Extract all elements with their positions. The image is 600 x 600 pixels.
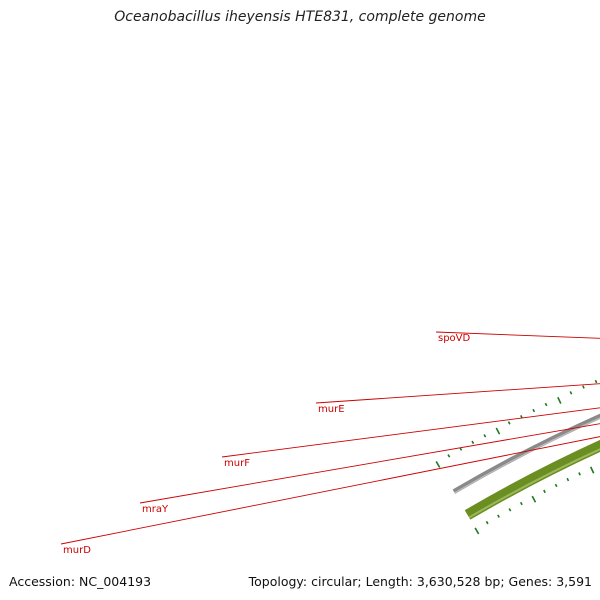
minor-tick	[508, 508, 512, 512]
accession-text: Accession: NC_004193	[9, 574, 152, 589]
major-tick	[474, 527, 480, 535]
gene-label-mraY: mraY	[142, 504, 169, 515]
outer-minor-tick	[483, 434, 487, 438]
gene-label-murF: murF	[224, 458, 250, 469]
backbone-arc	[452, 413, 600, 494]
genome-summary: Topology: circular; Length: 3,630,528 bp…	[248, 574, 592, 589]
outer-major-tick	[495, 427, 501, 435]
map-title: Oceanobacillus iheyensis HTE831, complet…	[114, 9, 486, 25]
gene-label-murE: murE	[318, 404, 345, 415]
gene-labels: murD mraY murF murE spoVD	[60, 331, 600, 556]
outer-minor-tick	[471, 440, 475, 445]
major-tick	[531, 495, 537, 503]
minor-tick	[519, 501, 523, 506]
outer-minor-tick	[594, 379, 598, 384]
outer-minor-tick	[569, 391, 573, 395]
minor-tick	[578, 472, 581, 476]
outer-major-tick	[557, 396, 562, 404]
outer-minor-tick	[447, 454, 451, 458]
gene-label-spoVD: spoVD	[438, 333, 471, 344]
gene-leader-line	[315, 383, 600, 404]
outer-minor-tick	[532, 408, 536, 413]
major-tick	[589, 466, 595, 474]
outer-minor-tick	[507, 421, 511, 425]
tick-marks: 1500 kbp1501 kbp1502 kbp1503 kbp1504 kbp…	[435, 379, 598, 535]
minor-tick	[485, 520, 489, 525]
reverse-strand-band	[464, 440, 600, 520]
minor-tick	[554, 483, 558, 488]
gene-leader-line	[139, 423, 600, 504]
minor-tick	[543, 489, 546, 494]
minor-tick	[566, 477, 570, 482]
backbone-highlight	[454, 417, 600, 494]
backbone-layer	[452, 413, 600, 520]
gene-leader-line	[221, 407, 600, 458]
outer-major-tick	[435, 461, 441, 468]
gene-leader-line	[60, 436, 600, 545]
gene-label-murD: murD	[63, 545, 91, 556]
outer-minor-tick	[544, 402, 548, 407]
minor-tick	[497, 514, 500, 518]
outer-minor-tick	[582, 385, 585, 389]
